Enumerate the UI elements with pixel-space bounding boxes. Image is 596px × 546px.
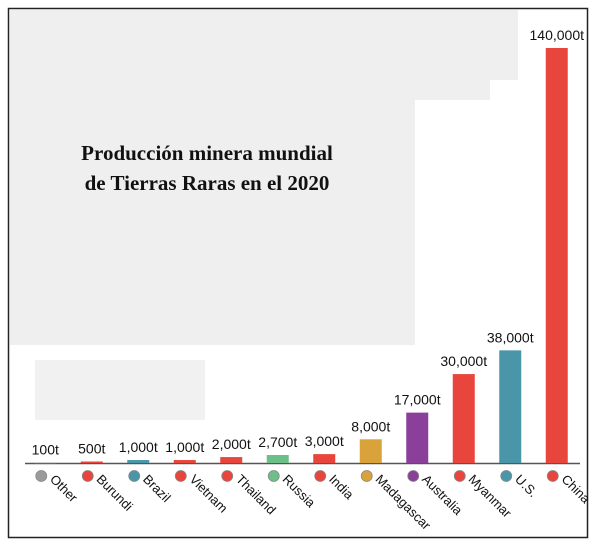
value-label: 140,000t	[530, 27, 585, 43]
flag-icon	[35, 470, 48, 482]
flag-icon	[81, 470, 94, 482]
flag-icon	[360, 470, 373, 482]
value-label: 1,000t	[165, 439, 204, 455]
background-patch	[10, 10, 518, 345]
value-label: 3,000t	[305, 433, 344, 449]
value-label: 8,000t	[351, 418, 390, 434]
bar	[452, 374, 475, 463]
flag-icon	[174, 470, 187, 482]
bar	[406, 412, 429, 463]
chart-title: Producción minera mundial	[81, 141, 333, 165]
bar	[80, 461, 103, 463]
bar	[173, 460, 196, 463]
value-label: 500t	[78, 441, 105, 457]
flag-icon	[128, 470, 141, 482]
flag-icon	[500, 470, 513, 482]
background-patch	[35, 360, 205, 420]
chart-title: de Tierras Raras en el 2020	[85, 171, 330, 195]
flag-icon	[546, 470, 559, 482]
bar	[127, 460, 150, 463]
flag-icon	[221, 470, 234, 482]
value-label: 2,000t	[212, 436, 251, 452]
flag-icon	[314, 470, 327, 482]
value-label: 100t	[32, 442, 59, 458]
flag-icon	[267, 470, 280, 482]
flag-icon	[453, 470, 466, 482]
value-label: 1,000t	[119, 439, 158, 455]
bar	[34, 462, 57, 464]
bar	[499, 350, 522, 463]
value-label: 17,000t	[394, 392, 441, 408]
value-label: 2,700t	[258, 434, 297, 450]
bar	[359, 439, 382, 463]
flag-icon	[407, 470, 420, 482]
bar	[266, 454, 289, 463]
value-label: 30,000t	[440, 353, 487, 369]
bar	[313, 454, 336, 463]
bar	[220, 457, 243, 463]
bar	[545, 48, 568, 463]
value-label: 38,000t	[487, 329, 534, 345]
